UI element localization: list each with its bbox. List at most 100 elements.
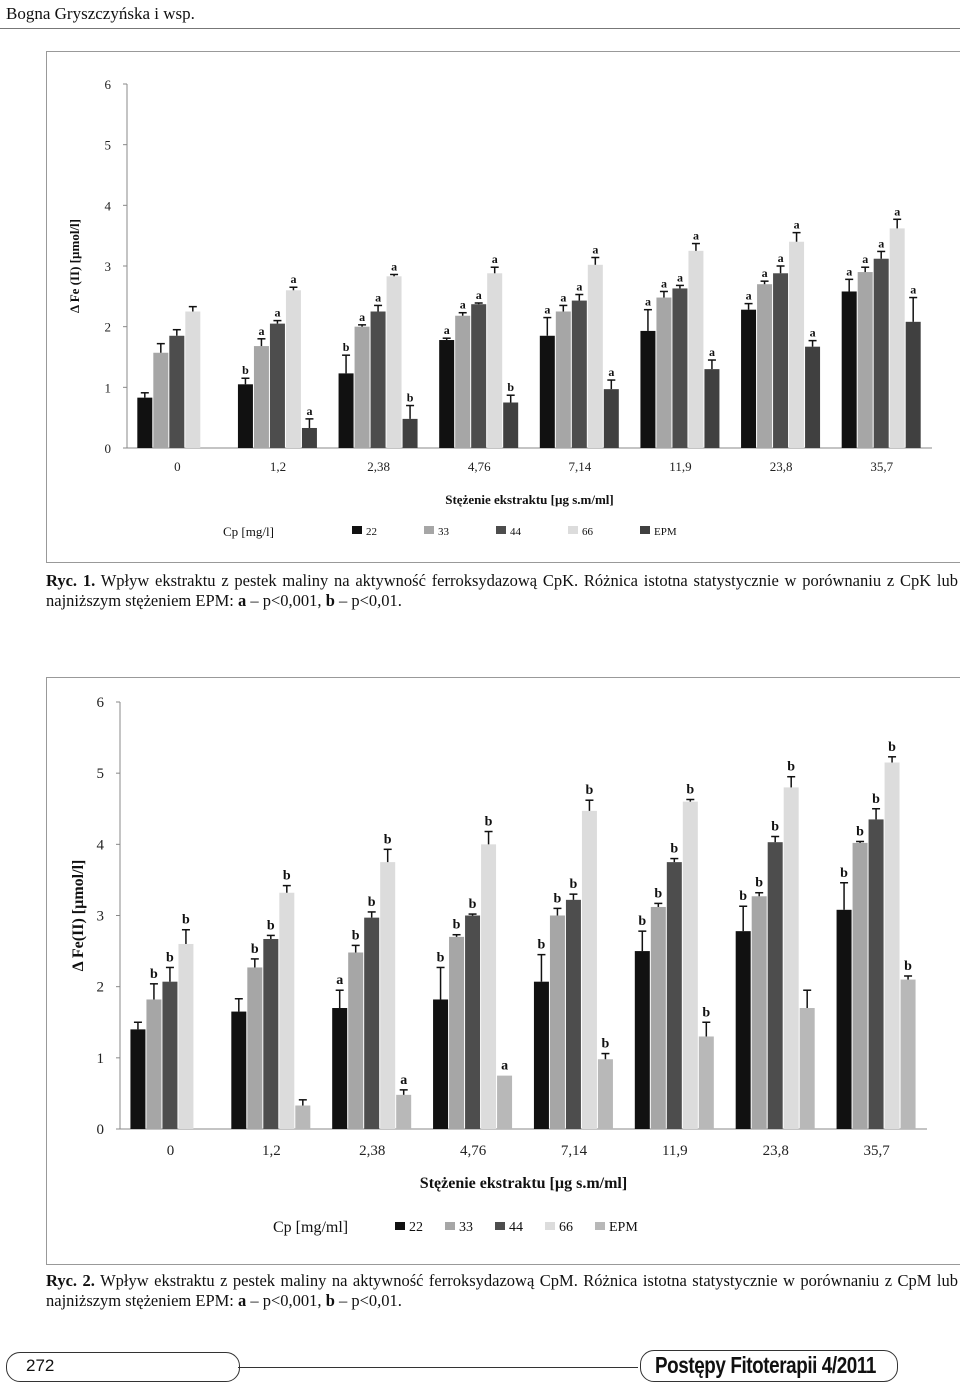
y-tick-label: 5 [105, 138, 112, 153]
significance-label: b [469, 897, 477, 912]
significance-label: a [290, 272, 296, 286]
significance-label: b [384, 832, 392, 847]
significance-label: a [274, 306, 280, 320]
legend-swatch [496, 526, 506, 534]
significance-label: a [661, 276, 667, 290]
page-number: 272 [26, 1356, 55, 1375]
x-tick-label: 0 [174, 459, 181, 474]
bar [162, 981, 178, 1129]
significance-label: a [693, 229, 699, 243]
significance-label: a [810, 326, 816, 340]
bar [549, 915, 565, 1129]
bar [698, 1036, 714, 1129]
significance-label: a [560, 290, 566, 304]
significance-label: b [654, 886, 662, 901]
significance-label: b [150, 967, 158, 982]
bar [439, 340, 455, 448]
bar [295, 1105, 311, 1129]
significance-label: b [242, 363, 249, 377]
bar [386, 276, 402, 448]
x-axis-label: Stężenie ekstraktu [µg s.m/ml] [420, 1175, 627, 1192]
footer-rule [238, 1367, 638, 1368]
bar [402, 418, 418, 448]
significance-label: b [554, 891, 562, 906]
significance-label: a [677, 270, 683, 284]
figure-2-caption-a-text: – p<0,001, [250, 1291, 322, 1310]
bar [900, 979, 916, 1129]
bar [146, 999, 162, 1129]
legend-label: EPM [609, 1220, 638, 1235]
bar [449, 936, 465, 1129]
bar [666, 862, 682, 1129]
bar [852, 842, 868, 1129]
bar [789, 241, 805, 448]
bar [137, 397, 153, 448]
significance-label: a [476, 288, 482, 302]
bar [533, 981, 549, 1129]
x-tick-label: 23,8 [770, 459, 793, 474]
x-tick-label: 2,38 [359, 1143, 385, 1159]
significance-label: b [437, 950, 445, 965]
significance-label: b [739, 889, 747, 904]
bar [868, 819, 884, 1129]
significance-label: b [283, 869, 291, 884]
bar [603, 389, 619, 448]
significance-label: a [794, 218, 800, 232]
bar [672, 288, 688, 448]
bar [767, 842, 783, 1129]
bar [487, 273, 503, 448]
significance-label: b [872, 792, 880, 807]
significance-label: b [407, 391, 414, 405]
significance-label: b [755, 876, 763, 891]
significance-label: a [336, 973, 343, 988]
significance-label: b [771, 820, 779, 835]
bar [237, 384, 253, 448]
significance-label: a [910, 283, 916, 297]
y-tick-label: 5 [97, 766, 105, 782]
significance-label: a [762, 266, 768, 280]
figure-1-caption-a-text: – p<0,001, [250, 591, 322, 610]
legend-label: 44 [510, 526, 522, 538]
bar [783, 787, 799, 1129]
significance-label: a [544, 303, 550, 317]
significance-label: b [368, 895, 376, 910]
x-tick-label: 1,2 [262, 1143, 281, 1159]
significance-label: b [586, 783, 594, 798]
bar [247, 967, 263, 1129]
significance-label: a [862, 252, 868, 266]
significance-label: b [507, 380, 514, 394]
significance-label: b [686, 782, 694, 797]
bar [565, 899, 581, 1129]
bar [279, 892, 295, 1129]
bar [688, 250, 704, 448]
significance-label: a [746, 289, 752, 303]
significance-label: a [306, 404, 312, 418]
y-tick-label: 2 [105, 320, 112, 335]
significance-label: b [267, 918, 275, 933]
x-axis-label: Stężenie ekstraktu [µg s.m/ml] [445, 492, 614, 507]
bar [539, 335, 555, 448]
bar [805, 346, 821, 448]
journal-title: Postępy Fitoterapii 4/2011 [655, 1352, 877, 1378]
legend-title: Cp [mg/ml] [273, 1219, 348, 1236]
legend-label: 66 [559, 1220, 573, 1235]
figure-2-caption-b: b [325, 1291, 335, 1310]
bar [836, 909, 852, 1129]
bar [884, 762, 900, 1129]
bar [481, 844, 497, 1129]
significance-label: a [778, 251, 784, 265]
bar [587, 264, 603, 448]
bar [650, 906, 666, 1129]
significance-label: b [538, 938, 546, 953]
significance-label: a [894, 204, 900, 218]
x-tick-label: 35,7 [870, 459, 893, 474]
y-tick-label: 1 [105, 380, 112, 395]
significance-label: b [570, 877, 578, 892]
running-header: Bogna Gryszczyńska i wsp. [6, 4, 195, 23]
legend-label: 22 [366, 526, 377, 538]
bar [634, 951, 650, 1129]
significance-label: b [840, 866, 848, 881]
bar [704, 369, 720, 448]
significance-label: b [352, 928, 360, 943]
